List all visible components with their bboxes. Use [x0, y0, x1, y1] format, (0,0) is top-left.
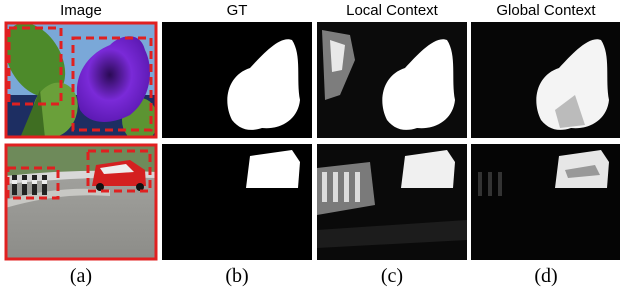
panel-caption: (a): [70, 265, 92, 287]
input-image: [5, 144, 157, 260]
gt-region: [246, 150, 300, 188]
column-header: Image: [60, 2, 102, 19]
column-header: GT: [227, 2, 248, 19]
column-header: Local Context: [346, 2, 439, 19]
panel-caption: (b): [225, 265, 248, 287]
panel-caption: (d): [534, 265, 557, 287]
column-header: Global Context: [496, 2, 596, 19]
figure: Image GT Local Context Global Context: [0, 0, 620, 296]
input-image: [0, 12, 158, 143]
panel-caption: (c): [381, 265, 403, 287]
